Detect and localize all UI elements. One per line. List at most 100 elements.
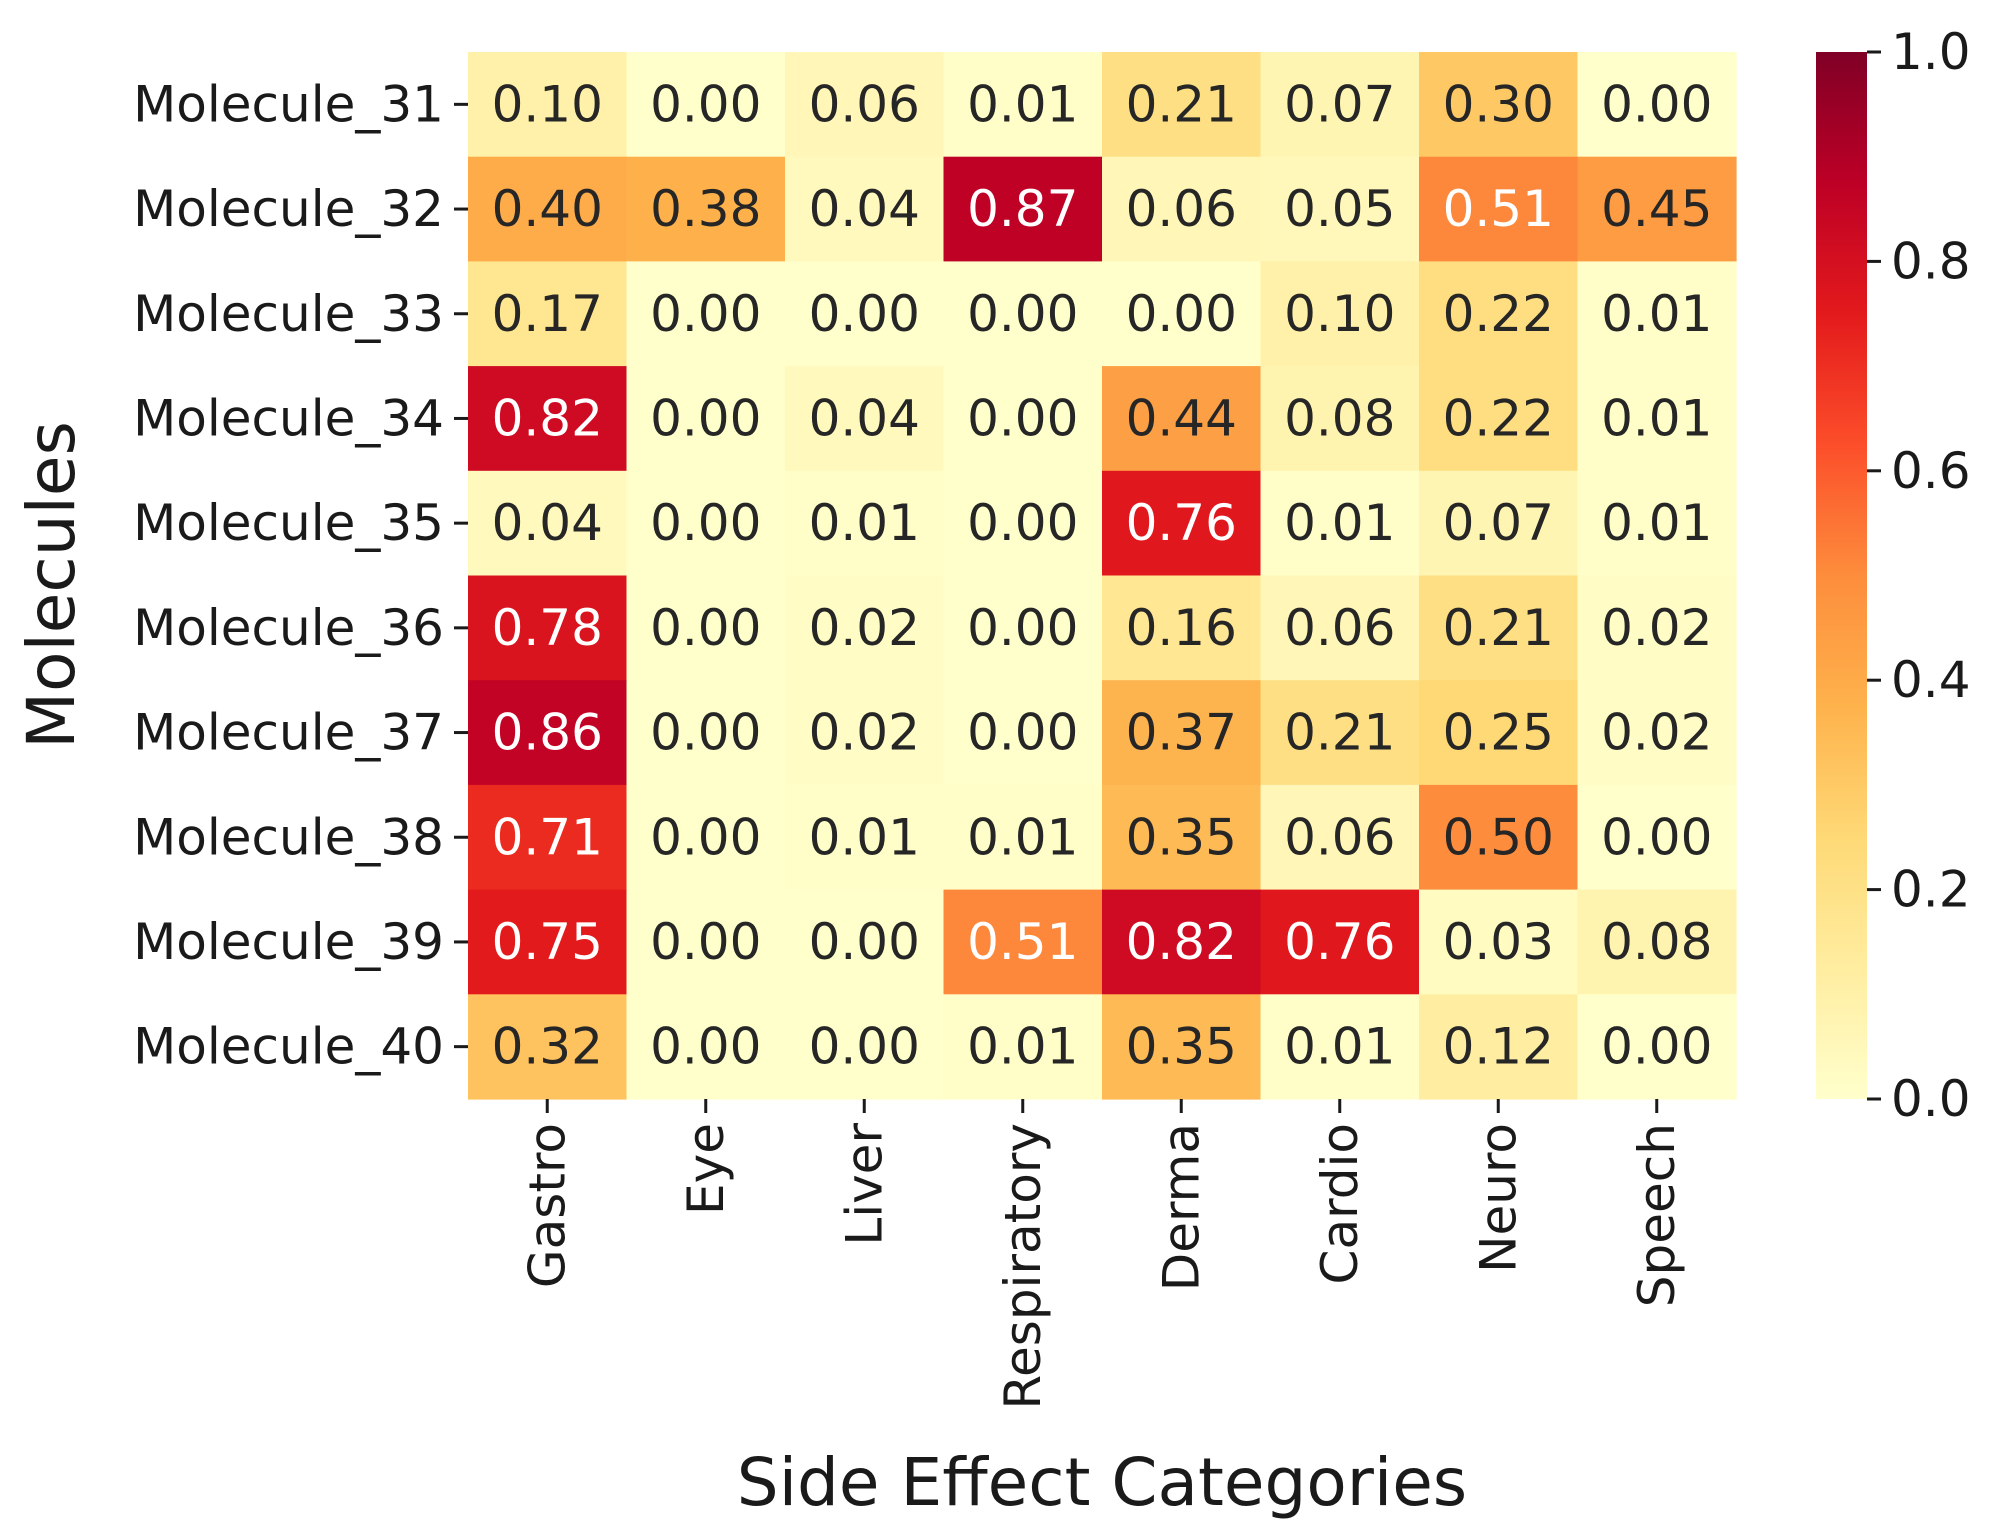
cell-value-label: 0.00 <box>650 285 761 343</box>
heatmap-cell <box>1260 52 1420 158</box>
heatmap-cell <box>626 261 786 367</box>
heatmap-cell <box>468 52 628 158</box>
cell-value-label: 0.01 <box>1601 285 1712 343</box>
cell-value-label: 0.25 <box>1443 704 1554 762</box>
heatmap-cell <box>1102 52 1262 158</box>
x-tick-label: Cardio <box>1311 1123 1369 1284</box>
cell-value-label: 0.30 <box>1443 75 1554 133</box>
heatmap-cell <box>1419 994 1579 1100</box>
heatmap-cell <box>626 889 786 995</box>
cell-value-label: 0.00 <box>1126 285 1237 343</box>
heatmap-cell <box>1102 994 1262 1100</box>
heatmap-cell-labels: 0.10 0.00 0.06 0.01 0.21 0.07 0.30 0.00 0.40 0.38… <box>492 75 1713 1075</box>
heatmap-cell <box>626 52 786 158</box>
heatmap-cell <box>626 680 786 786</box>
heatmap-cell <box>1102 575 1262 681</box>
heatmap-cell <box>626 575 786 681</box>
cell-value-label: 0.35 <box>1126 1018 1237 1076</box>
heatmap-cell <box>785 575 945 681</box>
colorbar-tick-label: 0.4 <box>1891 651 1971 709</box>
heatmap-cell <box>1260 261 1420 367</box>
cell-value-label: 0.16 <box>1126 599 1237 657</box>
heatmap-cell <box>468 784 628 891</box>
y-tick-label: Molecule_40 <box>133 1018 444 1076</box>
heatmap-cell <box>943 470 1103 577</box>
heatmap-cell <box>1577 366 1737 472</box>
cell-value-label: 0.01 <box>1601 389 1712 447</box>
heatmap-cell <box>1102 366 1262 472</box>
cell-value-label: 0.21 <box>1284 704 1395 762</box>
heatmap-cell <box>1260 366 1420 472</box>
cell-value-label: 0.00 <box>650 75 761 133</box>
cell-value-label: 0.00 <box>809 285 920 343</box>
cell-value-label: 0.00 <box>967 285 1078 343</box>
heatmap-cell <box>943 261 1103 367</box>
cell-value-label: 0.87 <box>967 180 1078 238</box>
heatmap-cell <box>785 366 945 472</box>
heatmap-cell <box>626 784 786 891</box>
cell-value-label: 0.00 <box>809 913 920 971</box>
heatmap-cell <box>785 784 945 891</box>
cell-value-label: 0.71 <box>492 808 603 866</box>
cell-value-label: 0.35 <box>1126 808 1237 866</box>
cell-value-label: 0.00 <box>809 1018 920 1076</box>
cell-value-label: 0.04 <box>492 494 603 552</box>
y-tick-label: Molecule_39 <box>133 913 444 971</box>
cell-value-label: 0.08 <box>1284 389 1395 447</box>
heatmap-cell <box>1260 784 1420 891</box>
heatmap-cell <box>468 994 628 1100</box>
cell-value-label: 0.45 <box>1601 180 1712 238</box>
heatmap-cell <box>943 575 1103 681</box>
cell-value-label: 0.38 <box>650 180 761 238</box>
cell-value-label: 0.00 <box>650 599 761 657</box>
heatmap-cell <box>943 52 1103 158</box>
heatmap-cell <box>1260 470 1420 577</box>
heatmap-cell <box>1260 889 1420 995</box>
heatmap-cell <box>1577 52 1737 158</box>
heatmap-cell <box>1419 261 1579 367</box>
heatmap-cell <box>1260 156 1420 262</box>
cell-value-label: 0.51 <box>967 913 1078 971</box>
heatmap-cell <box>1260 680 1420 786</box>
x-tick-label: Liver <box>835 1123 893 1246</box>
y-tick-label: Molecule_36 <box>133 599 444 657</box>
cell-value-label: 0.05 <box>1284 180 1395 238</box>
cell-value-label: 0.02 <box>809 704 920 762</box>
cell-value-label: 0.00 <box>650 389 761 447</box>
cell-value-label: 0.10 <box>1284 285 1395 343</box>
cell-value-label: 0.82 <box>492 389 603 447</box>
y-tick-label: Molecule_31 <box>133 75 444 133</box>
heatmap-cell <box>1102 261 1262 367</box>
heatmap-cell <box>626 470 786 577</box>
cell-value-label: 0.76 <box>1284 913 1395 971</box>
cell-value-label: 0.82 <box>1126 913 1237 971</box>
colorbar-tick-label: 0.0 <box>1891 1070 1971 1128</box>
heatmap-cell <box>1577 889 1737 995</box>
heatmap-cell <box>468 889 628 995</box>
cell-value-label: 0.86 <box>492 704 603 762</box>
cell-value-label: 0.44 <box>1126 389 1237 447</box>
cell-value-label: 0.17 <box>492 285 603 343</box>
heatmap-cell <box>1260 575 1420 681</box>
heatmap-cell <box>1260 994 1420 1100</box>
y-axis-title: Molecules <box>13 421 90 749</box>
cell-value-label: 0.50 <box>1443 808 1554 866</box>
y-tick-label: Molecule_35 <box>133 494 444 552</box>
heatmap-cell <box>943 680 1103 786</box>
cell-value-label: 0.12 <box>1443 1018 1554 1076</box>
x-tick-label: Speech <box>1628 1123 1686 1307</box>
x-tick-label: Gastro <box>518 1123 576 1288</box>
cell-value-label: 0.00 <box>967 599 1078 657</box>
x-axis-title: Side Effect Categories <box>737 1444 1467 1521</box>
cell-value-label: 0.06 <box>1126 180 1237 238</box>
heatmap-cell <box>943 156 1103 262</box>
heatmap-cell <box>785 470 945 577</box>
cell-value-label: 0.40 <box>492 180 603 238</box>
heatmap-cell <box>1102 784 1262 891</box>
cell-value-label: 0.21 <box>1126 75 1237 133</box>
colorbar-tick-label: 0.6 <box>1891 442 1971 500</box>
heatmap-cell <box>626 366 786 472</box>
heatmap-cell <box>1419 680 1579 786</box>
cell-value-label: 0.32 <box>492 1018 603 1076</box>
heatmap-cell <box>1102 156 1262 262</box>
